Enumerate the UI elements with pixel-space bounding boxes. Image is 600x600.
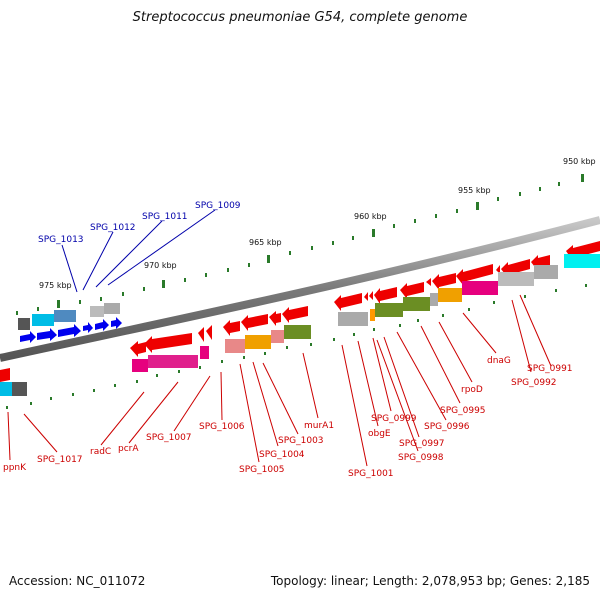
gene-label-spg0995[interactable]: SPG_0995 [440, 406, 486, 416]
scale-label-960: 960 kbp [354, 212, 387, 221]
gene-label-pcra[interactable]: pcrA [118, 444, 139, 454]
gene-label-dnag[interactable]: dnaG [487, 356, 511, 366]
map-title: Streptococcus pneumoniae G54, complete g… [132, 10, 468, 25]
gene-label-radc[interactable]: radC [90, 447, 111, 457]
gene-label-spg0997[interactable]: SPG_0997 [399, 439, 445, 449]
gene-label-spg1004[interactable]: SPG_1004 [259, 450, 305, 460]
scale-label-950: 950 kbp [563, 157, 596, 166]
gene-label-spg0992[interactable]: SPG_0992 [511, 378, 557, 388]
gene-label-ppnk[interactable]: ppnK [3, 463, 27, 473]
gene-label-spg1017[interactable]: SPG_1017 [37, 455, 83, 465]
genome-backbone [0, 216, 600, 362]
scale-label-965: 965 kbp [249, 238, 282, 247]
gene-label-obge[interactable]: obgE [368, 429, 391, 439]
outer-tick-marks [16, 174, 584, 315]
scale-label-970: 970 kbp [144, 261, 177, 270]
gene-label-spg1005[interactable]: SPG_1005 [239, 465, 285, 475]
gene-label-spg0998[interactable]: SPG_0998 [398, 453, 444, 463]
inner-tick-marks [6, 284, 587, 409]
gene-label-spg1001[interactable]: SPG_1001 [348, 469, 394, 479]
gene-label-spg1007[interactable]: SPG_1007 [146, 433, 192, 443]
genome-stats-text: Topology: linear; Length: 2,078,953 bp; … [270, 574, 590, 588]
gene-label-spg0996[interactable]: SPG_0996 [424, 422, 470, 432]
reverse-gene-blocks [0, 254, 600, 396]
gene-label-mura1[interactable]: murA1 [304, 421, 334, 431]
gene-label-rpod[interactable]: rpoD [461, 385, 483, 395]
scale-label-955: 955 kbp [458, 186, 491, 195]
gene-label-spg1011[interactable]: SPG_1011 [142, 212, 188, 222]
gene-label-spg0991[interactable]: SPG_0991 [527, 364, 573, 374]
forward-label-lines [61, 209, 216, 293]
gene-label-spg1013[interactable]: SPG_1013 [38, 235, 84, 245]
gene-label-spg1009[interactable]: SPG_1009 [195, 201, 241, 211]
gene-label-spg1003[interactable]: SPG_1003 [278, 436, 324, 446]
gene-label-spg0999[interactable]: SPG_0999 [371, 414, 417, 424]
reverse-label-lines [7, 294, 552, 467]
gene-label-spg1006[interactable]: SPG_1006 [199, 422, 245, 432]
accession-text: Accession: NC_011072 [9, 574, 146, 588]
gene-label-spg1012[interactable]: SPG_1012 [90, 223, 136, 233]
scale-label-975: 975 kbp [39, 281, 72, 290]
forward-gene-blocks [18, 303, 122, 343]
